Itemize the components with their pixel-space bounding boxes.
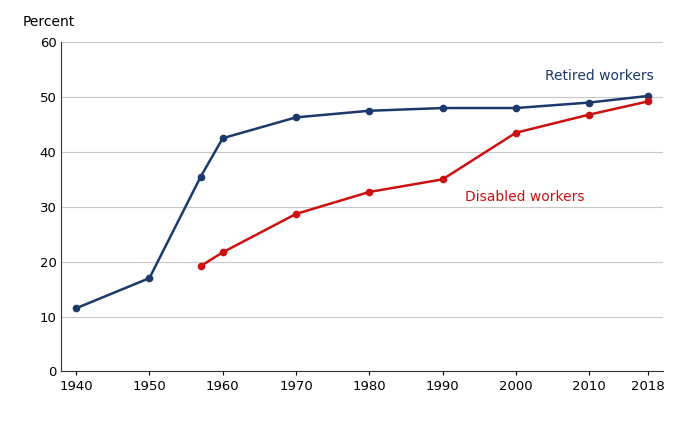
Text: Retired workers: Retired workers: [545, 69, 654, 83]
Text: Disabled workers: Disabled workers: [464, 190, 584, 204]
Text: Percent: Percent: [23, 15, 74, 29]
